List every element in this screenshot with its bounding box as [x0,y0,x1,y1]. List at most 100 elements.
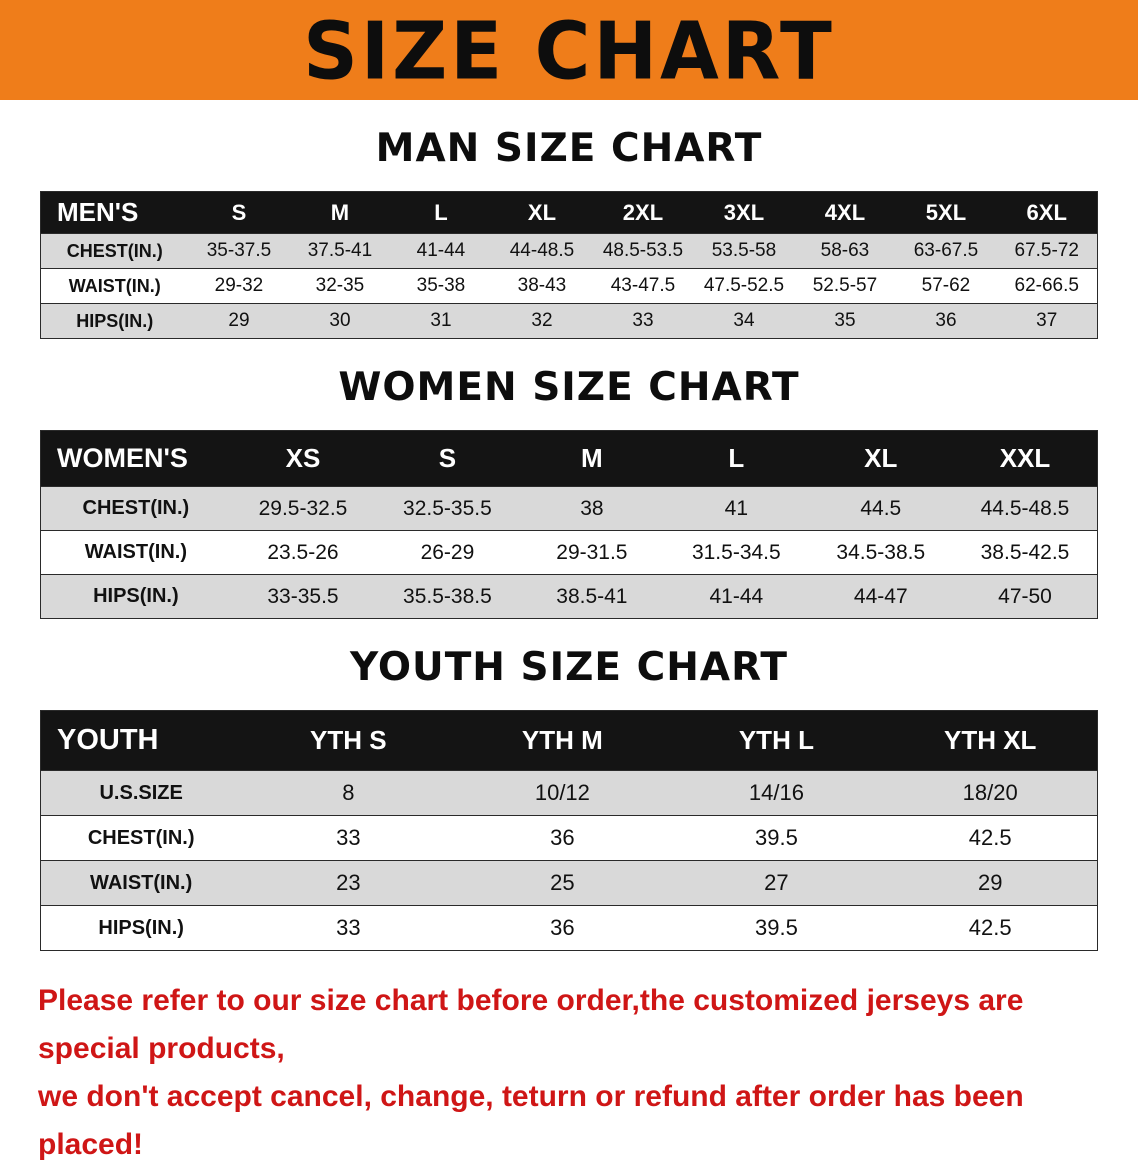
size-value-cell: 35.5-38.5 [375,574,520,619]
table-header-row: MEN'S S M L XL 2XL 3XL 4XL 5XL 6XL [40,191,1098,234]
size-value-cell: 41-44 [390,233,492,269]
size-value-cell: 53.5-58 [693,233,795,269]
table-title-cell: MEN'S [40,191,189,234]
man-size-chart-heading: MAN SIZE CHART [375,126,763,171]
women-size-chart-heading: WOMEN SIZE CHART [338,365,800,410]
size-column-header: 6XL [996,191,1098,234]
size-value-cell: 58-63 [794,233,896,269]
size-column-header: S [188,191,290,234]
size-column-header: 4XL [794,191,896,234]
row-label-cell: HIPS(IN.) [40,905,242,951]
youth-size-table: YOUTH YTH S YTH M YTH L YTH XL U.S.SIZE 8 10/12… [40,710,1098,951]
size-column-header: XS [230,430,376,487]
size-value-cell: 29-32 [188,268,290,304]
size-value-cell: 63-67.5 [895,233,997,269]
size-value-cell: 42.5 [883,815,1098,861]
table-row: WAIST(IN.) 23.5-26 26-29 29-31.5 31.5-34.5 34… [40,530,1098,575]
size-value-cell: 42.5 [883,905,1098,951]
size-value-cell: 41 [664,486,809,531]
size-value-cell: 26-29 [375,530,520,575]
size-column-header: XXL [953,430,1098,487]
size-column-header: XL [491,191,593,234]
size-value-cell: 37 [996,303,1098,339]
mens-size-table: MEN'S S M L XL 2XL 3XL 4XL 5XL 6XL CHEST(IN.) 35-37… [40,191,1098,339]
table-row: HIPS(IN.) 33-35.5 35.5-38.5 38.5-41 41-44 44-… [40,574,1098,619]
youth-size-section: YOUTH SIZE CHART YOUTH YTH S YTH M YTH L YTH… [0,645,1138,951]
row-label-cell: CHEST(IN.) [40,486,231,531]
size-value-cell: 33 [241,815,456,861]
size-value-cell: 47.5-52.5 [693,268,795,304]
size-column-header: YTH L [669,710,884,771]
size-value-cell: 39.5 [669,905,884,951]
size-value-cell: 36 [895,303,997,339]
row-label-cell: WAIST(IN.) [40,860,242,906]
size-value-cell: 10/12 [455,770,670,816]
size-value-cell: 29 [883,860,1098,906]
size-column-header: L [390,191,492,234]
size-value-cell: 23.5-26 [230,530,376,575]
size-value-cell: 29.5-32.5 [230,486,376,531]
size-value-cell: 8 [241,770,456,816]
size-value-cell: 38.5-41 [519,574,665,619]
disclaimer-text: Please refer to our size chart before or… [0,977,1138,1169]
size-value-cell: 57-62 [895,268,997,304]
disclaimer-line-1: Please refer to our size chart before or… [38,984,1024,1065]
size-value-cell: 36 [455,815,670,861]
size-value-cell: 25 [455,860,670,906]
row-label-cell: U.S.SIZE [40,770,242,816]
women-size-section: WOMEN SIZE CHART WOMEN'S XS S M L XL XXL CHEST(… [0,365,1138,619]
size-value-cell: 47-50 [953,574,1098,619]
row-label-cell: HIPS(IN.) [40,303,189,339]
size-value-cell: 44-48.5 [491,233,593,269]
table-title-cell: YOUTH [40,710,242,771]
size-value-cell: 34.5-38.5 [808,530,954,575]
size-value-cell: 41-44 [664,574,809,619]
size-column-header: 3XL [693,191,795,234]
row-label-cell: WAIST(IN.) [40,268,189,304]
size-value-cell: 44-47 [808,574,954,619]
table-row: CHEST(IN.) 33 36 39.5 42.5 [40,815,1098,861]
size-value-cell: 30 [289,303,391,339]
size-value-cell: 29 [188,303,290,339]
size-value-cell: 35-37.5 [188,233,290,269]
size-value-cell: 23 [241,860,456,906]
size-column-header: YTH S [241,710,456,771]
size-column-header: YTH XL [883,710,1098,771]
size-value-cell: 32 [491,303,593,339]
size-value-cell: 38-43 [491,268,593,304]
size-value-cell: 31.5-34.5 [664,530,809,575]
size-value-cell: 67.5-72 [996,233,1098,269]
size-value-cell: 27 [669,860,884,906]
size-value-cell: 43-47.5 [592,268,694,304]
size-value-cell: 18/20 [883,770,1098,816]
size-value-cell: 36 [455,905,670,951]
table-row: HIPS(IN.) 29 30 31 32 33 34 35 36 37 [40,303,1098,339]
man-size-section: MAN SIZE CHART MEN'S S M L XL 2XL 3XL 4XL 5XL 6XL… [0,126,1138,339]
size-value-cell: 44.5 [808,486,954,531]
size-value-cell: 29-31.5 [519,530,665,575]
table-row: CHEST(IN.) 29.5-32.5 32.5-35.5 38 41 44.5 44.5… [40,486,1098,531]
row-label-cell: WAIST(IN.) [40,530,231,575]
size-column-header: M [519,430,665,487]
size-value-cell: 31 [390,303,492,339]
table-title-cell: WOMEN'S [40,430,231,487]
size-value-cell: 48.5-53.5 [592,233,694,269]
size-chart-title: SIZE CHART [303,3,835,97]
size-value-cell: 62-66.5 [996,268,1098,304]
size-column-header: M [289,191,391,234]
table-row: WAIST(IN.) 29-32 32-35 35-38 38-43 43-47.5 47.… [40,268,1098,304]
size-column-header: 5XL [895,191,997,234]
table-row: CHEST(IN.) 35-37.5 37.5-41 41-44 44-48.5 48.5… [40,233,1098,269]
size-chart-banner: SIZE CHART [0,0,1138,100]
size-value-cell: 52.5-57 [794,268,896,304]
size-column-header: 2XL [592,191,694,234]
size-column-header: YTH M [455,710,670,771]
table-header-row: WOMEN'S XS S M L XL XXL [40,430,1098,487]
row-label-cell: CHEST(IN.) [40,815,242,861]
size-column-header: XL [808,430,954,487]
size-value-cell: 44.5-48.5 [953,486,1098,531]
size-value-cell: 33-35.5 [230,574,376,619]
size-value-cell: 33 [241,905,456,951]
disclaimer-line-2: we don't accept cancel, change, teturn o… [38,1080,1024,1161]
table-header-row: YOUTH YTH S YTH M YTH L YTH XL [40,710,1098,771]
